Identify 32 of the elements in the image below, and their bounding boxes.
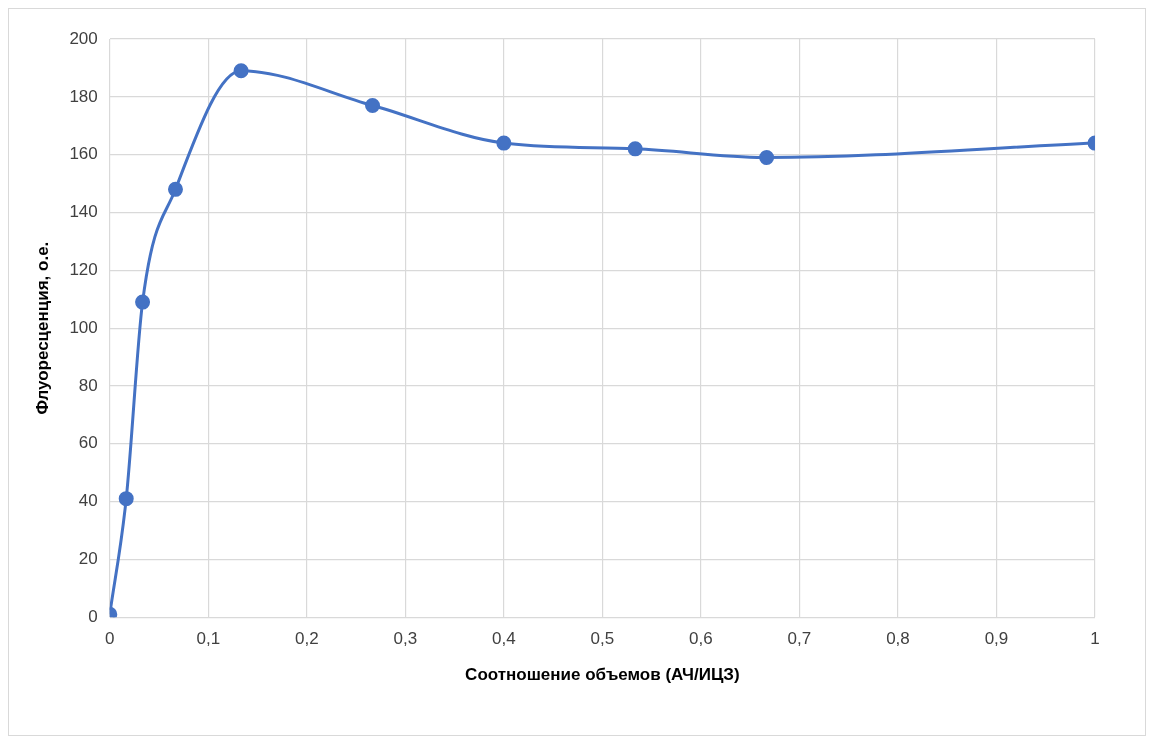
x-tick-label: 0,8 (886, 629, 910, 649)
x-tick-label: 0,1 (196, 629, 221, 649)
x-tick-label: 0,9 (984, 629, 1009, 649)
x-tick-label: 1 (1090, 629, 1100, 649)
y-tick-label: 200 (69, 28, 98, 48)
x-tick-label: 0,5 (590, 629, 615, 649)
point (233, 63, 249, 79)
point (759, 150, 775, 166)
point (496, 135, 512, 151)
x-tick-label: 0,3 (393, 629, 418, 649)
y-tick-label: 60 (78, 433, 98, 453)
y-tick-label: 160 (69, 144, 98, 164)
y-axis-title: Флуоресценция, о.е. (32, 241, 52, 415)
y-tick-label: 140 (69, 202, 98, 222)
y-tick-label: 20 (78, 549, 98, 569)
x-axis-title: Соотношение объемов (АЧ/ИЦЗ) (465, 665, 740, 685)
x-tick-label: 0 (105, 629, 115, 649)
y-tick-label: 0 (88, 606, 98, 626)
point (135, 294, 151, 310)
y-tick-label: 40 (78, 491, 98, 511)
point (167, 181, 183, 197)
x-tick-label: 0,6 (689, 629, 713, 649)
x-tick-label: 0,7 (787, 629, 812, 649)
y-tick-label: 100 (69, 317, 98, 337)
y-tick-label: 120 (69, 259, 98, 279)
point (365, 97, 381, 113)
point (627, 141, 643, 157)
y-tick-label: 180 (69, 86, 98, 106)
point (118, 491, 134, 507)
x-tick-label: 0,4 (492, 629, 516, 649)
x-tick-label: 0,2 (294, 629, 319, 649)
y-tick-label: 80 (78, 375, 98, 395)
